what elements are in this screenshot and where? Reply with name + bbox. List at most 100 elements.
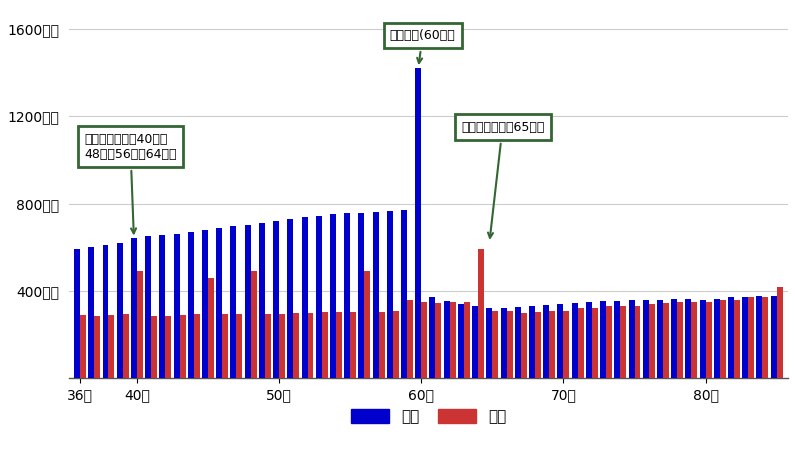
Bar bbox=[472, 306, 478, 378]
Bar bbox=[677, 302, 683, 378]
Bar bbox=[714, 299, 719, 378]
Bar bbox=[521, 313, 527, 378]
Bar bbox=[131, 239, 137, 378]
Bar bbox=[549, 311, 555, 378]
Bar bbox=[265, 314, 271, 378]
Bar bbox=[506, 311, 513, 378]
Bar bbox=[634, 306, 641, 378]
Text: 車の買い替え（40歳、
48歳、56歳、64歳）: 車の買い替え（40歳、 48歳、56歳、64歳） bbox=[84, 133, 176, 234]
Bar bbox=[316, 216, 322, 378]
Bar bbox=[606, 306, 612, 378]
Bar bbox=[194, 314, 200, 378]
Bar bbox=[586, 302, 591, 378]
Bar bbox=[615, 301, 620, 378]
Bar bbox=[188, 232, 194, 378]
Bar bbox=[245, 226, 250, 378]
Bar bbox=[273, 221, 279, 378]
Bar bbox=[401, 210, 407, 378]
Bar bbox=[535, 312, 541, 378]
Bar bbox=[236, 314, 242, 378]
Bar bbox=[657, 300, 663, 378]
Bar bbox=[492, 311, 498, 378]
Bar bbox=[122, 314, 129, 378]
Bar bbox=[671, 299, 677, 378]
Bar bbox=[231, 227, 236, 378]
Bar bbox=[692, 302, 697, 378]
Bar bbox=[564, 311, 569, 378]
Bar bbox=[359, 213, 364, 378]
Bar bbox=[591, 308, 598, 378]
Bar bbox=[208, 278, 214, 378]
Bar bbox=[700, 300, 706, 378]
Bar bbox=[450, 302, 456, 378]
Bar bbox=[407, 300, 413, 378]
Bar bbox=[137, 271, 143, 378]
Bar bbox=[487, 308, 492, 378]
Bar bbox=[501, 308, 506, 378]
Bar bbox=[250, 271, 257, 378]
Bar bbox=[762, 298, 769, 378]
Bar bbox=[95, 316, 100, 378]
Bar bbox=[330, 214, 336, 378]
Bar bbox=[378, 312, 385, 378]
Bar bbox=[529, 306, 535, 378]
Bar bbox=[685, 299, 692, 378]
Bar bbox=[364, 271, 370, 378]
Bar bbox=[373, 212, 378, 378]
Bar bbox=[415, 68, 421, 378]
Bar bbox=[757, 296, 762, 378]
Bar bbox=[458, 304, 464, 378]
Bar bbox=[173, 234, 180, 378]
Bar bbox=[770, 296, 777, 378]
Bar bbox=[421, 302, 427, 378]
Bar bbox=[429, 298, 436, 378]
Bar bbox=[165, 316, 171, 378]
Bar bbox=[308, 313, 313, 378]
Bar bbox=[80, 315, 86, 378]
Bar bbox=[223, 314, 228, 378]
Bar bbox=[322, 312, 328, 378]
Bar bbox=[464, 302, 470, 378]
Bar bbox=[620, 306, 626, 378]
Text: 年金受給開始（65歳）: 年金受給開始（65歳） bbox=[461, 121, 545, 238]
Bar bbox=[393, 311, 399, 378]
Bar bbox=[663, 303, 669, 378]
Bar bbox=[387, 211, 393, 378]
Bar bbox=[642, 300, 649, 378]
Bar bbox=[108, 315, 114, 378]
Bar bbox=[777, 286, 782, 378]
Bar bbox=[719, 300, 726, 378]
Bar bbox=[74, 249, 80, 378]
Bar bbox=[706, 302, 712, 378]
Bar bbox=[734, 300, 740, 378]
Bar bbox=[748, 298, 754, 378]
Bar bbox=[728, 298, 734, 378]
Bar bbox=[629, 300, 634, 378]
Bar bbox=[259, 223, 265, 378]
Bar bbox=[180, 315, 185, 378]
Bar bbox=[578, 308, 584, 378]
Bar bbox=[216, 227, 223, 378]
Bar bbox=[301, 217, 308, 378]
Bar bbox=[202, 230, 208, 378]
Bar bbox=[145, 236, 151, 378]
Bar bbox=[159, 235, 165, 378]
Bar bbox=[117, 243, 122, 378]
Bar bbox=[572, 303, 578, 378]
Bar bbox=[436, 303, 441, 378]
Bar bbox=[444, 301, 450, 378]
Bar bbox=[151, 316, 157, 378]
Bar bbox=[287, 219, 293, 378]
Bar bbox=[649, 304, 655, 378]
Bar bbox=[743, 298, 748, 378]
Bar bbox=[336, 312, 342, 378]
Bar bbox=[350, 312, 356, 378]
Bar bbox=[344, 213, 350, 378]
Bar bbox=[600, 301, 606, 378]
Bar bbox=[88, 247, 95, 378]
Bar bbox=[557, 304, 564, 378]
Bar bbox=[478, 249, 484, 378]
Text: 定年退職(60歳）: 定年退職(60歳） bbox=[390, 29, 456, 63]
Bar bbox=[293, 313, 299, 378]
Bar bbox=[515, 307, 521, 378]
